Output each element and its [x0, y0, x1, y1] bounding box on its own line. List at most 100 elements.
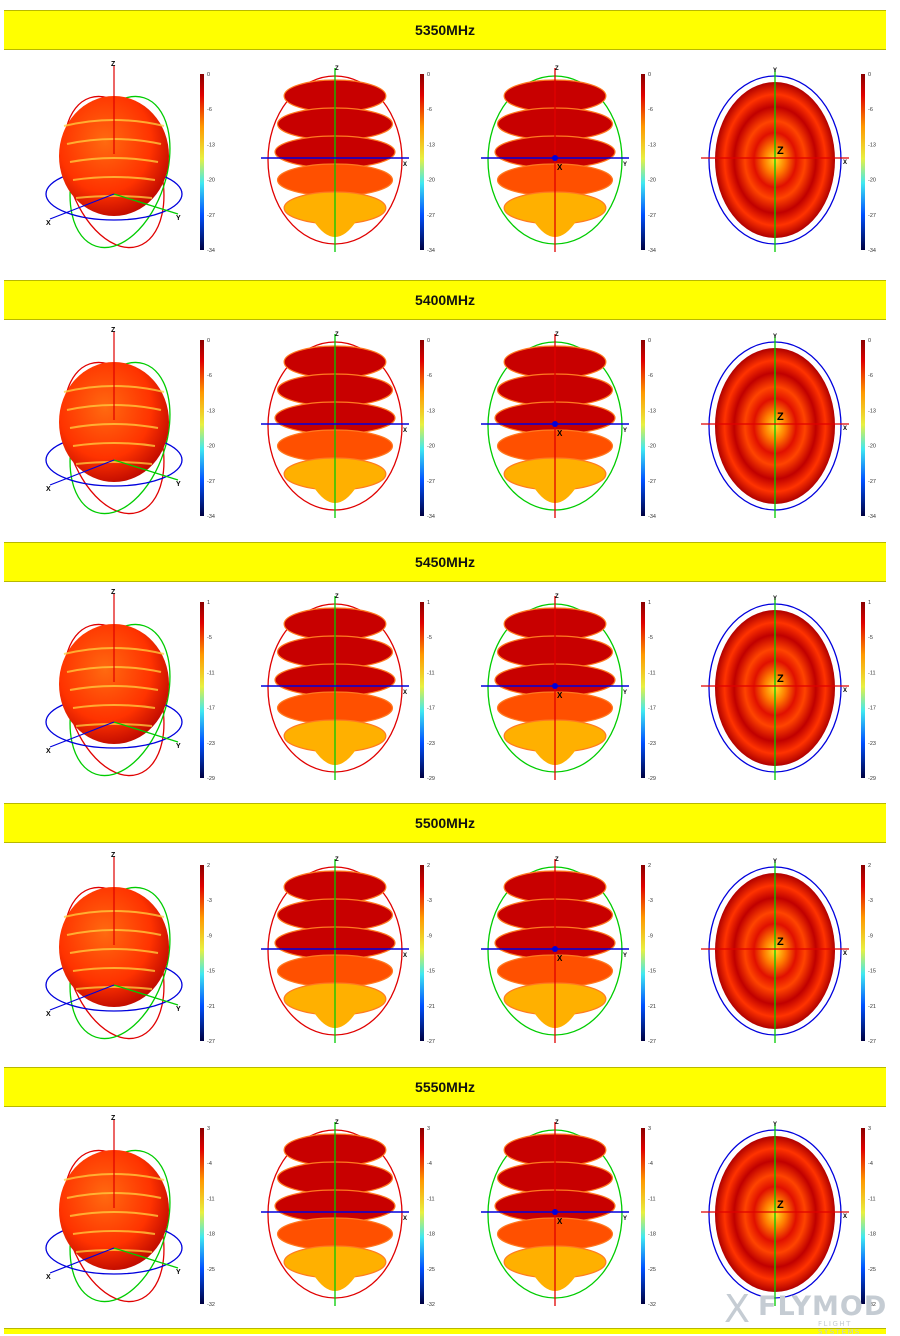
colorbar-tick: -9 — [207, 933, 212, 939]
axis-label-z: Z — [111, 327, 116, 334]
colorbar-gradient — [420, 74, 424, 250]
axis-label-y: Y — [176, 1006, 181, 1013]
axis-label-x: X — [403, 428, 407, 434]
plane-cut-pattern — [261, 334, 409, 518]
iso-3d-pattern — [45, 66, 183, 249]
colorbar-tick: 3 — [648, 1126, 651, 1132]
colorbar-tick: -18 — [427, 1232, 435, 1238]
frequency-label: 5500MHz — [415, 815, 475, 831]
pattern-ridge — [69, 948, 159, 954]
origin-dot — [552, 683, 558, 689]
frequency-label: 5450MHz — [415, 554, 475, 570]
top-view-pattern — [701, 1124, 849, 1306]
plane-cut-pattern — [261, 1122, 409, 1306]
colorbar: 0 -6 -13 -20 -27 -34 — [200, 338, 215, 520]
colorbar-tick: -27 — [427, 213, 435, 219]
colorbar-tick: -18 — [868, 1232, 876, 1238]
axis-label-x: X — [843, 688, 847, 694]
colorbar-tick: -25 — [207, 1267, 215, 1273]
axis-label-x: X — [843, 426, 847, 432]
colorbar: 0 -6 -13 -20 -27 -34 — [420, 72, 435, 254]
pattern-body — [59, 1150, 169, 1270]
axis-label-z: Z — [335, 66, 339, 72]
frequency-label: 5550MHz — [415, 1079, 475, 1095]
colorbar-tick: -11 — [207, 670, 215, 676]
colorbar-gradient — [861, 74, 865, 250]
logo-mark: X — [724, 1287, 751, 1331]
axis-label-z: Z — [111, 1115, 116, 1122]
colorbar-tick: 2 — [648, 863, 651, 869]
top-view-pattern — [701, 70, 849, 252]
colorbar: 2 -3 -9 -15 -21 -27 — [641, 863, 656, 1045]
axis-label-x: X — [46, 220, 51, 227]
frequency-band: 5400MHz — [4, 280, 886, 320]
pattern-ridge — [75, 986, 153, 990]
colorbar-tick: -11 — [427, 1196, 435, 1202]
pattern-row: Z X Y 1 -5 -11 -17 -23 -29 Z X 1 -5 -11 -17 -23 -29 Z Y X 1 -… — [0, 582, 900, 794]
origin-dot — [552, 155, 558, 161]
x-axis — [49, 721, 115, 748]
colorbar: 3 -4 -11 -18 -25 -32 — [200, 1126, 215, 1308]
axis-label-z: Z — [335, 857, 339, 863]
colorbar-tick: 3 — [427, 1126, 430, 1132]
colorbar-tick: -6 — [207, 107, 212, 113]
colorbar-tick: -20 — [427, 178, 435, 184]
axis-label-z: Z — [555, 332, 559, 338]
colorbar-tick: -11 — [207, 1196, 215, 1202]
colorbar-tick: -13 — [207, 408, 215, 414]
colorbar-tick: -29 — [868, 776, 876, 782]
axis-label-x: X — [843, 160, 847, 166]
plane-cut-pattern — [481, 68, 629, 252]
colorbar-tick: -34 — [868, 248, 876, 254]
axis-label-z: Z — [555, 66, 559, 72]
colorbar-tick: -3 — [868, 898, 873, 904]
axis-label-y: Y — [176, 743, 181, 750]
colorbar: 3 -4 -11 -18 -25 -32 — [420, 1126, 435, 1308]
colorbar-tick: -6 — [427, 373, 432, 379]
pattern-ridge — [69, 685, 159, 691]
colorbar-tick: 2 — [427, 863, 430, 869]
axis-label-y: Y — [623, 1216, 627, 1222]
colorbar-tick: 1 — [868, 600, 871, 606]
colorbar-tick: -27 — [207, 1039, 215, 1045]
colorbar: 1 -5 -11 -17 -23 -29 — [641, 600, 656, 782]
colorbar-gradient — [200, 74, 204, 250]
colorbar-tick: 0 — [868, 338, 871, 344]
colorbar-tick: -18 — [648, 1232, 656, 1238]
pattern-body — [59, 887, 169, 1007]
plane-cut-pattern — [481, 596, 629, 780]
colorbar-tick: -13 — [427, 142, 435, 148]
colorbar-tick: -5 — [868, 635, 873, 641]
colorbar-tick: -17 — [427, 706, 435, 712]
colorbar-tick: -3 — [648, 898, 653, 904]
axis-label-y: Y — [623, 953, 627, 959]
axis-label-x: X — [46, 1011, 51, 1018]
pattern-row: Z X Y 3 -4 -11 -18 -25 -32 Z X 3 -4 -11 -18 -25 -32 Z Y X 3 -… — [0, 1108, 900, 1320]
axis-label-z: Z — [111, 61, 116, 68]
pattern-ridge — [72, 967, 156, 972]
axis-label-y: Y — [773, 859, 777, 865]
colorbar-tick: -27 — [648, 479, 656, 485]
colorbar-tick: 0 — [648, 72, 651, 78]
pattern-ridge — [75, 461, 153, 465]
colorbar-tick: -27 — [207, 479, 215, 485]
colorbar-tick: -20 — [868, 444, 876, 450]
colorbar-tick: -6 — [868, 373, 873, 379]
iso-3d-pattern — [45, 594, 183, 777]
colorbar: 3 -4 -11 -18 -25 -32 — [641, 1126, 656, 1308]
colorbar-tick: -34 — [648, 514, 656, 520]
colorbar-tick: -11 — [648, 1196, 656, 1202]
colorbar-tick: -13 — [868, 142, 876, 148]
colorbar-tick: -23 — [207, 741, 215, 747]
colorbar-tick: -27 — [868, 1039, 876, 1045]
colorbar-tick: -29 — [648, 776, 656, 782]
colorbar-tick: -4 — [427, 1161, 432, 1167]
colorbar-gradient — [641, 340, 645, 516]
colorbar: 0 -6 -13 -20 -27 -34 — [641, 338, 656, 520]
colorbar-tick: 0 — [868, 72, 871, 78]
y-axis — [113, 721, 179, 743]
colorbar-tick: -34 — [648, 248, 656, 254]
colorbar-tick: -3 — [207, 898, 212, 904]
axis-label-x: X — [557, 1217, 563, 1226]
colorbar-tick: -6 — [427, 107, 432, 113]
